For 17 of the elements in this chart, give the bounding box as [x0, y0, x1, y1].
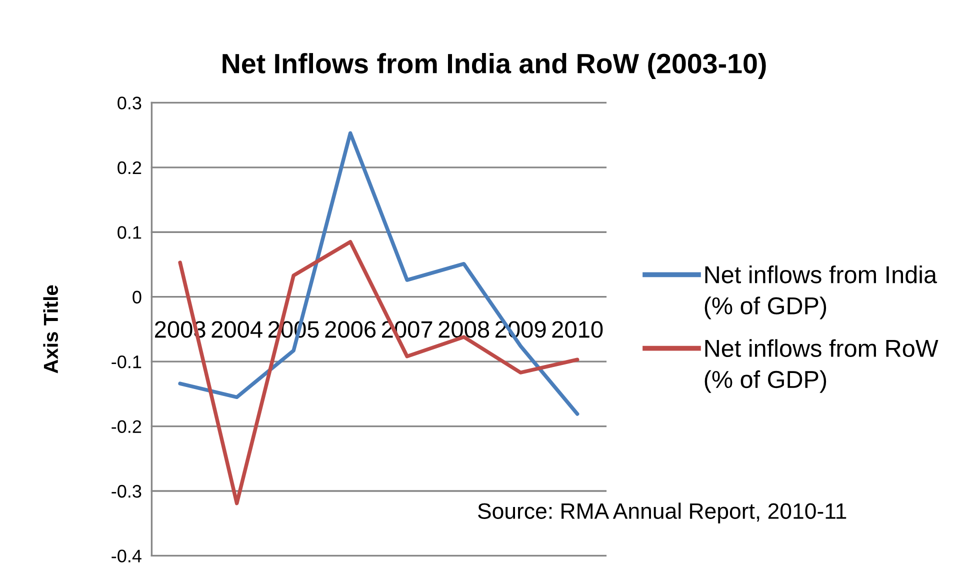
x-tick-label: 2008: [438, 321, 490, 338]
y-tick-label: 0.1: [118, 226, 142, 239]
legend-label: Net inflows from RoW (% of GDP): [704, 339, 938, 393]
chart-title: Net Inflows from India and RoW (2003-10): [222, 53, 766, 79]
y-tick-label: -0.4: [112, 550, 142, 562]
y-tick-label: -0.2: [112, 420, 142, 433]
y-tick-label: 0.2: [118, 161, 142, 174]
y-tick-label: 0: [132, 290, 142, 304]
legend-label: Net inflows from India (% of GDP): [704, 265, 938, 320]
y-tick-label: -0.1: [112, 355, 142, 368]
y-tick-label: 0.3: [118, 96, 142, 110]
x-tick-label: 2006: [325, 321, 376, 338]
y-axis-title: Axis Title: [43, 285, 58, 374]
x-tick-label: 2004: [212, 321, 262, 338]
y-tick-label: -0.3: [112, 484, 142, 498]
x-tick-label: 2010: [552, 321, 603, 338]
annotation: Source: RMA Annual Report, 2010-11: [478, 502, 846, 524]
